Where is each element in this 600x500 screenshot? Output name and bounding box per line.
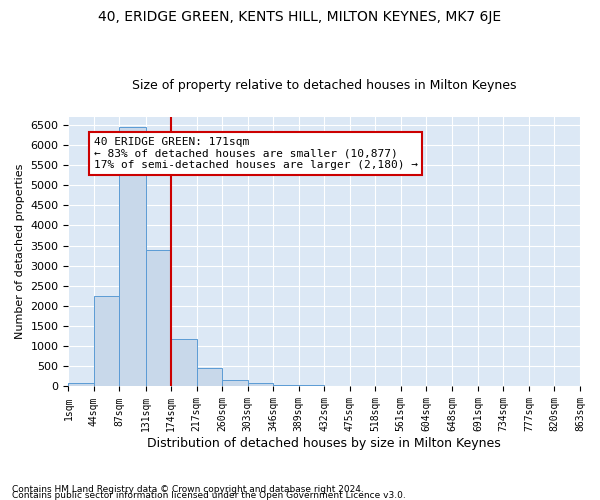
Title: Size of property relative to detached houses in Milton Keynes: Size of property relative to detached ho… [132,79,517,92]
Bar [146,250,171,386]
Bar [68,384,94,386]
Text: 40, ERIDGE GREEN, KENTS HILL, MILTON KEYNES, MK7 6JE: 40, ERIDGE GREEN, KENTS HILL, MILTON KEY… [98,10,502,24]
Bar [222,380,248,386]
Bar [197,368,222,386]
X-axis label: Distribution of detached houses by size in Milton Keynes: Distribution of detached houses by size … [148,437,501,450]
Bar [273,385,299,386]
Bar [171,339,197,386]
Bar [119,127,146,386]
Text: Contains public sector information licensed under the Open Government Licence v3: Contains public sector information licen… [12,490,406,500]
Bar [248,384,273,386]
Text: 40 ERIDGE GREEN: 171sqm
← 83% of detached houses are smaller (10,877)
17% of sem: 40 ERIDGE GREEN: 171sqm ← 83% of detache… [94,137,418,170]
Y-axis label: Number of detached properties: Number of detached properties [15,164,25,340]
Text: Contains HM Land Registry data © Crown copyright and database right 2024.: Contains HM Land Registry data © Crown c… [12,484,364,494]
Bar [94,296,119,386]
